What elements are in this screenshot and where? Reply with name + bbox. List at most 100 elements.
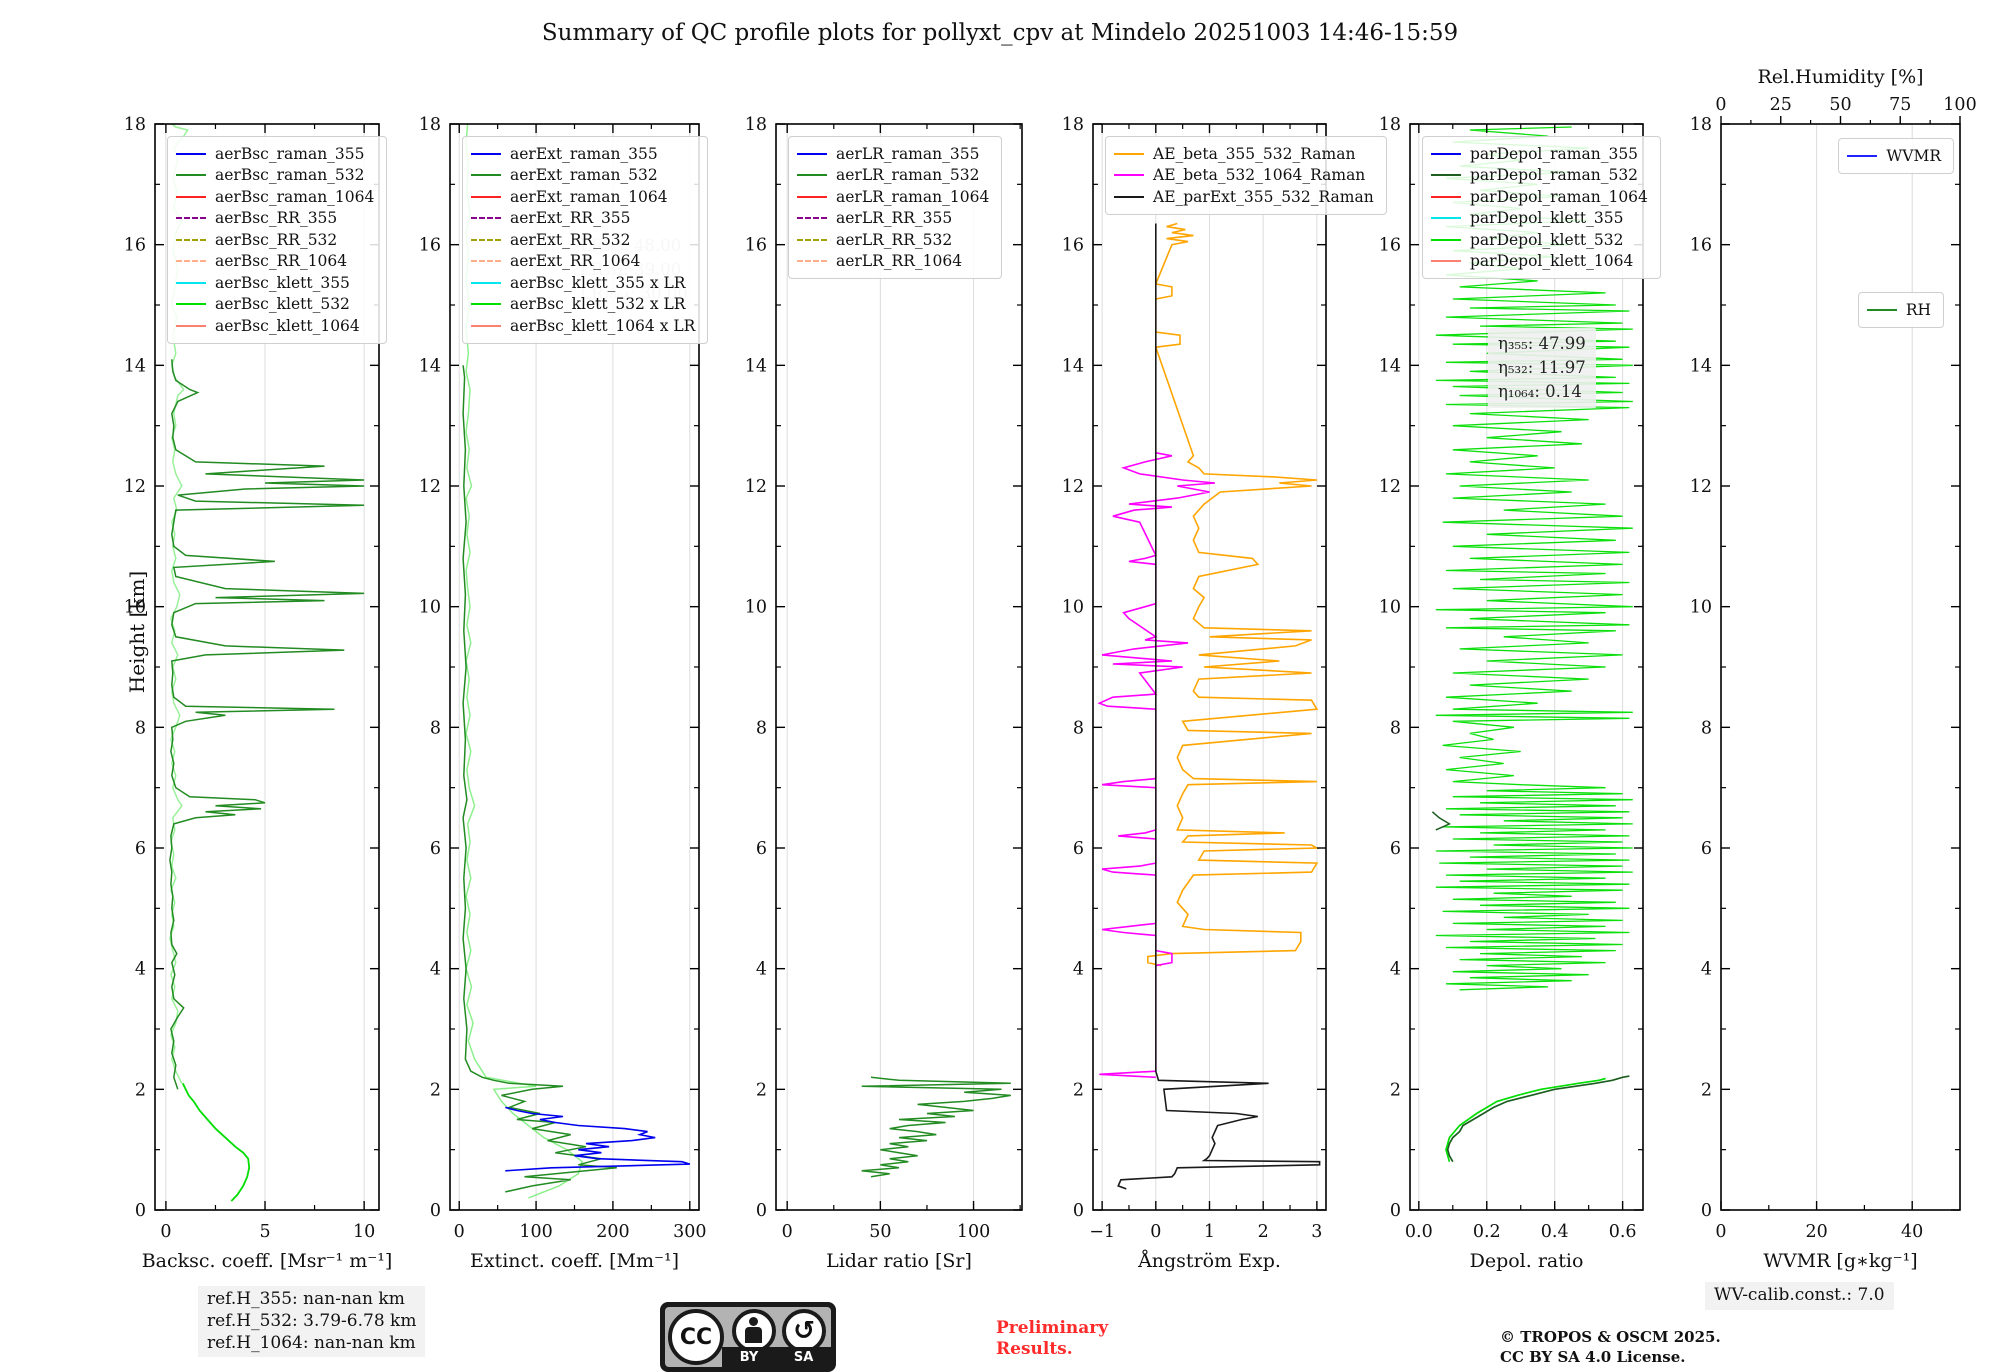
legend-line-swatch xyxy=(471,260,501,263)
ref-h-355: ref.H_355: nan-nan km xyxy=(207,1289,405,1309)
legend-item: AE_beta_532_1064_Raman xyxy=(1114,165,1374,187)
legend-line-swatch xyxy=(471,324,501,327)
legend-line-swatch xyxy=(1431,174,1461,177)
attribution-person-icon xyxy=(732,1309,776,1353)
legend-line-swatch xyxy=(797,195,827,198)
legend-line-swatch xyxy=(176,195,206,198)
legend-label: parDepol_raman_355 xyxy=(1470,144,1639,163)
legend-item: aerLR_raman_532 xyxy=(797,165,989,187)
legend-line-swatch xyxy=(1431,260,1461,263)
x-tick-label: 2 xyxy=(1258,1222,1269,1242)
legend-label: aerExt_RR_1064 xyxy=(510,252,641,271)
y-tick-label: 8 xyxy=(1390,718,1401,738)
y-tick-label: 18 xyxy=(1690,115,1712,135)
y-tick-label: 6 xyxy=(1701,839,1712,859)
y-tick-label: 14 xyxy=(1062,356,1084,376)
legend-item: aerBsc_RR_355 xyxy=(176,208,374,230)
legend-line-swatch xyxy=(1114,174,1144,177)
legend-item: RH xyxy=(1866,299,1931,321)
y-tick-label: 10 xyxy=(1690,598,1712,618)
legend-item: parDepol_raman_532 xyxy=(1431,165,1648,187)
y-tick-label: 8 xyxy=(756,718,767,738)
panel-extinction: 0 100 200 300 0 2 4 6 8 10 12 14 16 18 Extinct. coeff.… xyxy=(398,60,735,1282)
legend-label: aerBsc_RR_532 xyxy=(215,230,338,249)
legend-line-swatch xyxy=(176,303,206,306)
x-axis-label: Ångström Exp. xyxy=(1138,1250,1281,1272)
legend-item: aerLR_RR_355 xyxy=(797,208,989,230)
share-alike-arrow-icon: ↺ xyxy=(782,1309,826,1353)
legend: aerBsc_raman_355 aerBsc_raman_532 aerBsc_r… xyxy=(167,136,388,344)
x-tick-label: 1 xyxy=(1204,1222,1215,1242)
legend-line-swatch xyxy=(471,195,501,198)
axes-frame xyxy=(1409,123,1644,1211)
legend-item: aerLR_RR_532 xyxy=(797,229,989,251)
y-tick-label: 12 xyxy=(1690,477,1712,497)
legend-label: aerBsc_klett_1064 x LR xyxy=(510,316,696,335)
legend-label: AE_beta_532_1064_Raman xyxy=(1153,166,1366,185)
x-tick-label: 0 xyxy=(454,1222,465,1242)
y-tick-label: 16 xyxy=(1062,236,1084,256)
legend-item: aerBsc_klett_355 x LR xyxy=(471,272,695,294)
preliminary-results-note: Preliminary Results. xyxy=(996,1318,1109,1360)
legend-item: aerExt_raman_1064 xyxy=(471,186,695,208)
legend-line-swatch xyxy=(797,152,827,155)
annotation-line: η₁₀₆₄: 0.14 xyxy=(1498,381,1582,401)
legend-item: aerExt_RR_1064 xyxy=(471,251,695,273)
cc-badge-strip: BY SA xyxy=(722,1347,831,1367)
series-parDepol_raman_532_mid xyxy=(1431,811,1452,831)
legend-item: aerBsc_klett_1064 x LR xyxy=(471,315,695,337)
legend-line-swatch xyxy=(797,217,827,220)
legend-line-swatch xyxy=(471,152,501,155)
legend-item: parDepol_raman_1064 xyxy=(1431,186,1648,208)
legend-label: parDepol_raman_1064 xyxy=(1470,187,1648,206)
legend-label: AE_parExt_355_532_Raman xyxy=(1153,187,1374,206)
y-tick-label: 18 xyxy=(419,115,441,135)
series-parDepol_raman_532 xyxy=(1446,1075,1630,1163)
legend-item: aerBsc_raman_1064 xyxy=(176,186,374,208)
y-tick-label: 16 xyxy=(745,236,767,256)
series-AE_beta_355_532_Raman xyxy=(1147,222,1320,967)
legend-label: aerExt_RR_532 xyxy=(510,230,631,249)
y-tick-label: 2 xyxy=(430,1080,441,1100)
legend-item: aerBsc_RR_1064 xyxy=(176,251,374,273)
legend-item: aerBsc_RR_532 xyxy=(176,229,374,251)
y-tick-label: 0 xyxy=(430,1201,441,1221)
y-tick-label: 4 xyxy=(430,960,441,980)
legend-item: aerExt_raman_532 xyxy=(471,165,695,187)
y-tick-label: 2 xyxy=(1701,1080,1712,1100)
legend-label: aerLR_RR_532 xyxy=(836,230,953,249)
x-axis-label: Depol. ratio xyxy=(1469,1250,1584,1272)
top-tick-label: 50 xyxy=(1829,95,1851,115)
y-tick-label: 0 xyxy=(1390,1201,1401,1221)
legend-item: aerBsc_klett_355 xyxy=(176,272,374,294)
y-tick-label: 4 xyxy=(135,960,146,980)
legend-label: aerExt_RR_355 xyxy=(510,209,631,228)
legend-label: parDepol_klett_355 xyxy=(1470,209,1624,228)
legend-item: parDepol_raman_355 xyxy=(1431,143,1648,165)
cc-icon: CC xyxy=(668,1309,724,1365)
series-aerBsc_raman_532 xyxy=(169,359,365,1090)
y-tick-label: 2 xyxy=(1390,1080,1401,1100)
ref-h-1064: ref.H_1064: nan-nan km xyxy=(207,1332,416,1353)
page-title: Summary of QC profile plots for pollyxt_… xyxy=(541,20,1459,46)
y-tick-label: 6 xyxy=(1073,839,1084,859)
x-axis-label: Backsc. coeff. [Msr⁻¹ m⁻¹] xyxy=(141,1250,393,1272)
legend-item: WVMR xyxy=(1847,145,1941,167)
legend-label: aerLR_raman_532 xyxy=(836,166,980,185)
legend-line-swatch xyxy=(471,281,501,284)
y-tick-label: 8 xyxy=(430,718,441,738)
y-tick-label: 10 xyxy=(745,598,767,618)
legend-label: aerLR_RR_1064 xyxy=(836,252,963,271)
series-aerLR_raman_532 xyxy=(861,1076,1011,1178)
legend-line-swatch xyxy=(471,238,501,241)
y-tick-label: 0 xyxy=(1701,1201,1712,1221)
legend-item: aerExt_raman_355 xyxy=(471,143,695,165)
eta-values-annotation: η₃₅₅: 47.99 η₅₃₂: 11.97 η₁₀₆₄: 0.14 xyxy=(1488,328,1596,408)
x-tick-label: 40 xyxy=(1901,1222,1923,1242)
legend-line-swatch xyxy=(176,217,206,220)
legend-label: parDepol_klett_532 xyxy=(1470,230,1624,249)
legend: aerLR_raman_355 aerLR_raman_532 aerLR_rama… xyxy=(788,136,1003,279)
y-tick-label: 2 xyxy=(756,1080,767,1100)
copyright-note: © TROPOS & OSCM 2025. CC BY SA 4.0 Licen… xyxy=(1500,1328,1721,1366)
y-tick-label: 14 xyxy=(745,356,767,376)
